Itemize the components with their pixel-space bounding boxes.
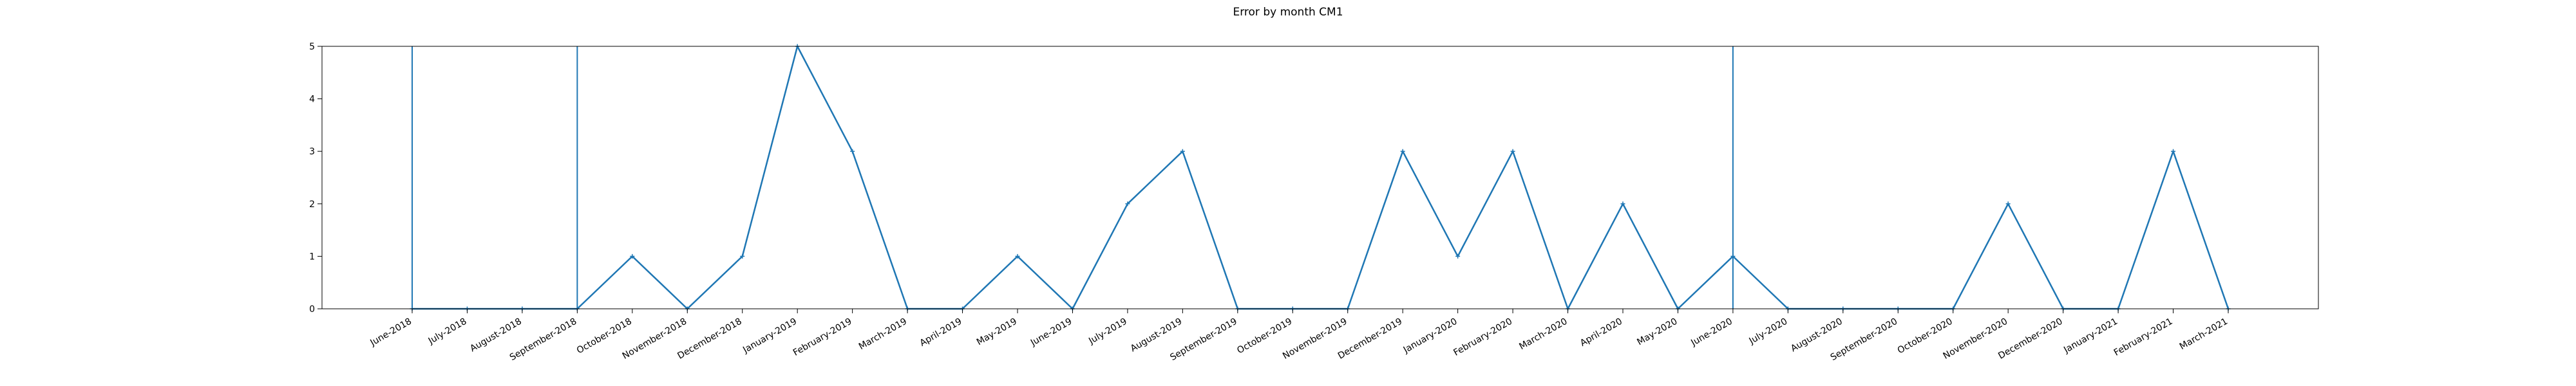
x-tick-label-july-2019: July-2019 xyxy=(1086,317,1129,347)
x-tick-label-january-2019: January-2019 xyxy=(741,317,799,356)
x-tick-label-january-2021: January-2021 xyxy=(2061,317,2119,356)
x-tick-label-february-2021: February-2021 xyxy=(2112,317,2175,358)
x-tick-label-june-2020: June-2020 xyxy=(1689,317,1734,349)
x-tick-label-july-2018: July-2018 xyxy=(426,317,469,347)
x-tick-label-july-2020: July-2020 xyxy=(1747,317,1790,347)
data-point-june-2020 xyxy=(1730,253,1736,259)
data-point-december-2018 xyxy=(740,253,745,259)
series-layer xyxy=(410,44,2231,311)
data-point-november-2020 xyxy=(2005,201,2011,207)
data-point-august-2019 xyxy=(1180,149,1185,154)
x-tick-label-june-2018: June-2018 xyxy=(368,317,413,349)
x-tick-label-may-2020: May-2020 xyxy=(1635,317,1679,348)
vertical-lines xyxy=(412,46,1734,309)
y-axis: 0 1 2 3 4 5 xyxy=(309,42,322,315)
x-tick-label-january-2020: January-2020 xyxy=(1401,317,1459,356)
chart-title: Error by month CM1 xyxy=(1233,6,1343,19)
x-tick-label-august-2019: August-2019 xyxy=(1129,317,1184,354)
data-point-april-2020 xyxy=(1620,201,1625,207)
x-tick-label-february-2020: February-2020 xyxy=(1452,317,1514,358)
data-point-january-2020 xyxy=(1455,253,1461,259)
y-tick-label-1: 1 xyxy=(309,252,315,262)
x-tick-label-march-2019: March-2019 xyxy=(857,317,909,353)
data-point-february-2019 xyxy=(850,149,855,154)
y-tick-label-3: 3 xyxy=(309,147,315,157)
x-tick-label-march-2021: March-2021 xyxy=(2178,317,2230,353)
data-point-october-2018 xyxy=(630,253,635,259)
x-tick-label-may-2019: May-2019 xyxy=(975,317,1019,348)
y-tick-label-0: 0 xyxy=(309,304,315,315)
y-tick-label-4: 4 xyxy=(309,95,315,105)
y-tick-label-5: 5 xyxy=(309,42,315,52)
x-axis: June-2018 July-2018 August-2018September-2… xyxy=(368,309,2230,363)
series-line xyxy=(412,45,2230,310)
x-tick-label-april-2019: April-2019 xyxy=(918,317,964,349)
plot-frame xyxy=(321,46,2319,309)
x-tick-label-february-2019: February-2019 xyxy=(791,317,854,358)
data-point-february-2020 xyxy=(1510,149,1515,154)
x-tick-label-march-2020: March-2020 xyxy=(1517,317,1569,353)
x-tick-label-june-2019: June-2019 xyxy=(1028,317,1074,349)
x-tick-label-august-2018: August-2018 xyxy=(468,317,524,354)
data-point-may-2019 xyxy=(1015,253,1020,259)
x-tick-label-april-2020: April-2020 xyxy=(1578,317,1624,349)
y-tick-label-2: 2 xyxy=(309,199,315,210)
x-tick-label-august-2020: August-2020 xyxy=(1789,317,1844,354)
data-point-december-2019 xyxy=(1400,149,1405,154)
data-point-july-2019 xyxy=(1125,201,1130,207)
data-point-february-2021 xyxy=(2171,149,2176,154)
